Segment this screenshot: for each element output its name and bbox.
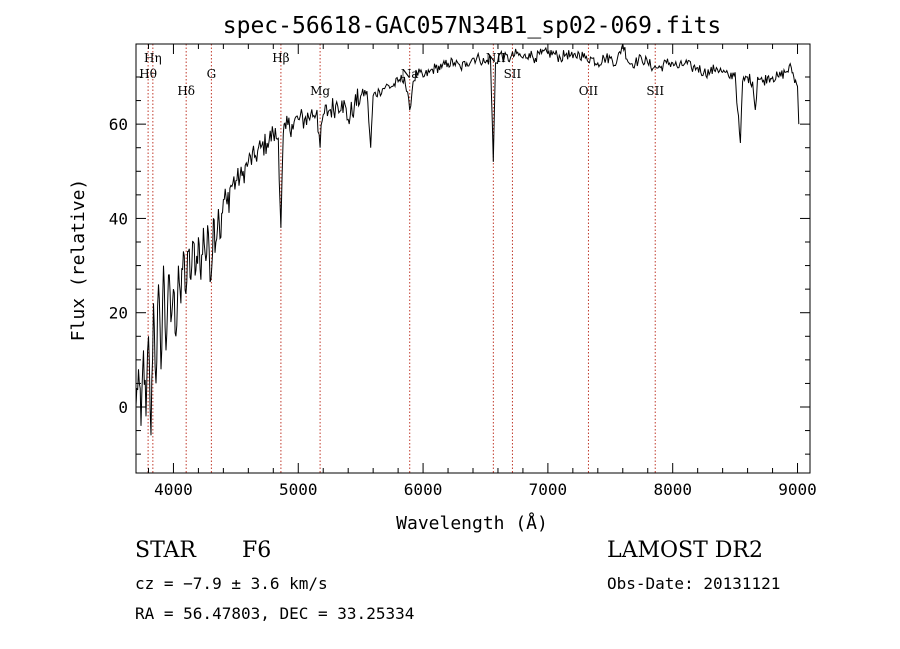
axes: 4000 5000 6000 7000 8000 9000 0 20 40 60 [109, 44, 817, 499]
object-class: STAR [135, 538, 196, 563]
line-label: OII [579, 84, 599, 98]
line-label: SII [646, 84, 664, 98]
line-label: Hδ [177, 84, 195, 98]
y-tick-label: 60 [109, 115, 128, 134]
y-tick-label: 40 [109, 209, 128, 228]
x-tick-label: 9000 [778, 480, 817, 499]
line-label: Hθ [139, 67, 157, 81]
line-label: Mg [310, 84, 330, 98]
x-tick-label: 6000 [404, 480, 443, 499]
line-label: Na [401, 67, 419, 81]
x-tick-label: 4000 [154, 480, 193, 499]
obs-date: Obs-Date: 20131121 [607, 574, 781, 593]
chart-title: spec-56618-GAC057N34B1_sp02-069.fits [223, 13, 722, 39]
x-tick-label: 7000 [529, 480, 568, 499]
x-tick-label: 5000 [279, 480, 318, 499]
spectrum-series-line [135, 43, 800, 436]
line-label: Hη [144, 51, 162, 65]
y-tick-label: 20 [109, 304, 128, 323]
redshift-readout: cz = −7.9 ± 3.6 km/s [135, 574, 328, 593]
y-axis-label: Flux (relative) [68, 179, 89, 342]
object-subclass: F6 [242, 538, 272, 563]
line-label: G [207, 67, 217, 81]
x-axis-label: Wavelength (Å) [396, 512, 548, 534]
survey-name: LAMOST DR2 [607, 538, 763, 563]
line-label: SII [504, 67, 522, 81]
ra-dec-coordinates: RA = 56.47803, DEC = 33.25334 [135, 604, 415, 623]
emission-line-markers [147, 44, 656, 473]
x-tick-label: 8000 [653, 480, 692, 499]
plot-frame [135, 43, 811, 474]
line-label: Hβ [272, 51, 289, 65]
y-tick-label: 0 [118, 398, 128, 417]
